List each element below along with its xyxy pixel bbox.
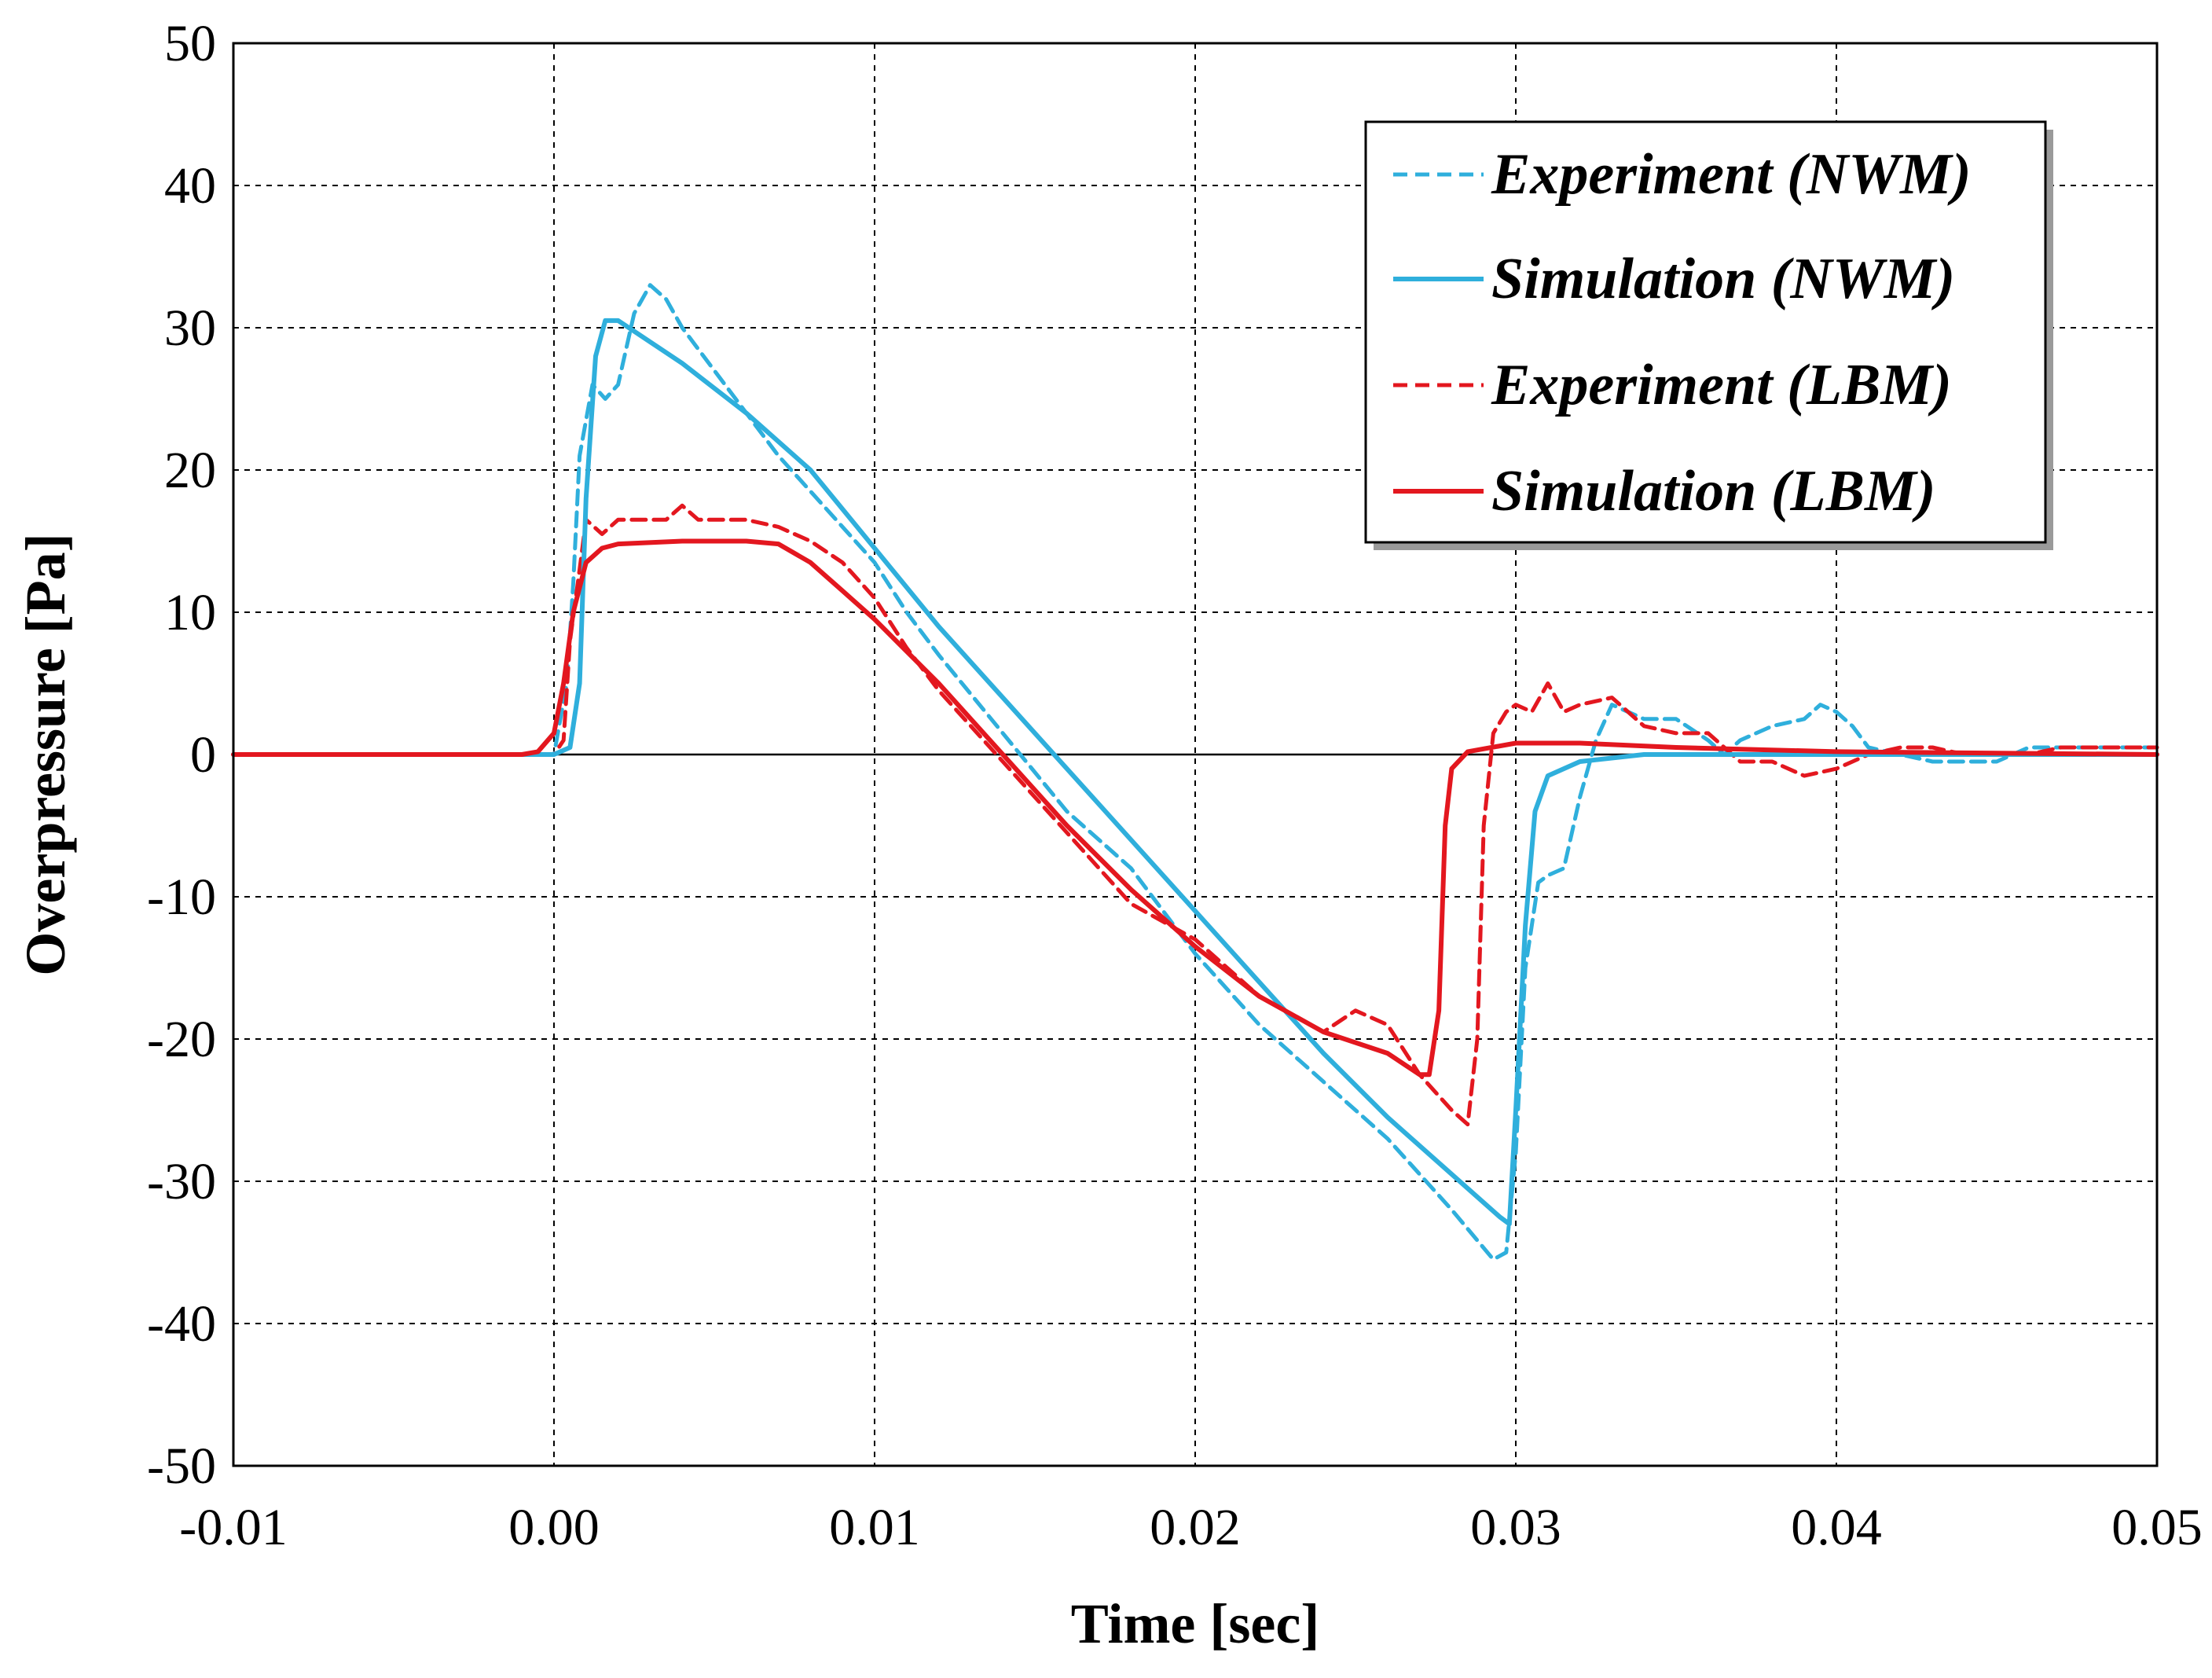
series-line-experiment-nwm <box>231 283 2159 1261</box>
legend-label: Simulation (NWM) <box>1491 247 1955 311</box>
legend-label: Experiment (LBM) <box>1491 353 1952 417</box>
x-tick-label: 0.02 <box>1150 1499 1241 1556</box>
y-tick-label: 0 <box>190 726 216 784</box>
legend-box <box>1364 120 2047 544</box>
x-tick-label: 0.03 <box>1470 1499 1561 1556</box>
x-tick-label: 0.05 <box>2111 1499 2203 1556</box>
y-tick-label: 20 <box>164 442 216 499</box>
y-tick-label: -50 <box>147 1437 216 1495</box>
y-tick-label: -10 <box>147 868 216 926</box>
grid-layer <box>233 43 2157 1466</box>
legend-label: Simulation (LBM) <box>1491 459 1935 523</box>
plot-frame <box>232 42 2159 1467</box>
y-tick-label: 10 <box>164 584 216 641</box>
legend: Experiment (NWM) Simulation (NWM) Experime… <box>1364 120 2053 550</box>
x-tick-label: -0.01 <box>179 1499 287 1556</box>
y-tick-label: -20 <box>147 1011 216 1068</box>
x-tick-label: 0.01 <box>829 1499 920 1556</box>
legend-label: Experiment (NWM) <box>1491 142 1972 207</box>
y-tick-label: 40 <box>164 157 216 215</box>
y-tick-label: -30 <box>147 1153 216 1210</box>
series-layer <box>231 283 2159 1261</box>
series-line-simulation-lbm <box>231 538 2159 1078</box>
legend-entries: Experiment (NWM) Simulation (NWM) Experime… <box>1393 142 1972 523</box>
x-tick-label: 0.00 <box>508 1499 600 1556</box>
y-axis-label: Overpressure [Pa] <box>14 533 77 975</box>
y-tick-label: 30 <box>164 299 216 357</box>
x-axis-label: Time [sec] <box>1071 1592 1320 1655</box>
x-tick-label: 0.04 <box>1791 1499 1882 1556</box>
y-tick-label: -40 <box>147 1295 216 1353</box>
series-line-simulation-nwm <box>231 318 2159 1227</box>
tick-layer: -50 -40 -30 -20 -10 0 10 20 30 40 50 -0.01 0.00 0.01 0… <box>147 15 2203 1556</box>
y-tick-label: 50 <box>164 15 216 72</box>
